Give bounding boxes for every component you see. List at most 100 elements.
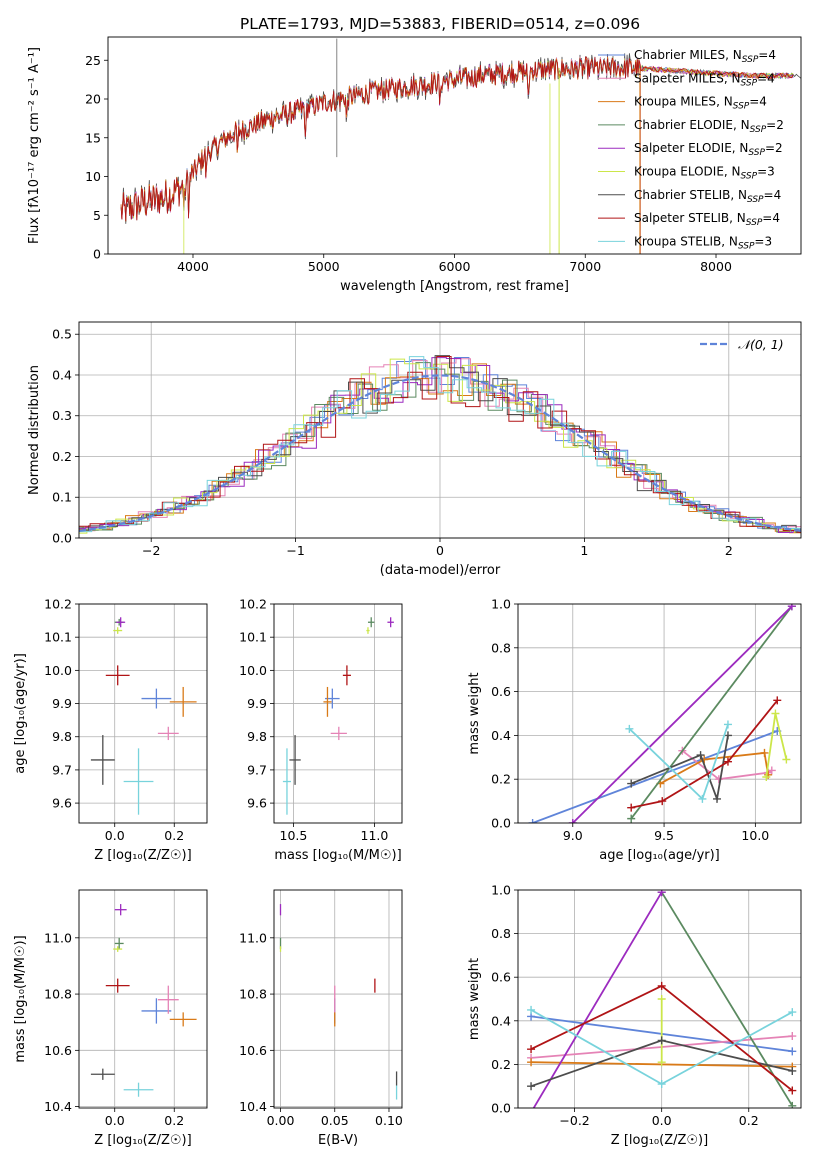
- legend-sub: SSP: [747, 195, 764, 205]
- panel-weight-vs-z: −0.2 0.0 0.2 0.0 0.2 0.4 0.6 0.8 1.0 Z [log₁₀(Z/Z…: [467, 883, 802, 1148]
- x-tick-label: 5000: [308, 259, 340, 274]
- weight-marker: [568, 819, 577, 823]
- y-tick-label: 9.6: [52, 796, 72, 811]
- y-tick-label: 0: [93, 247, 101, 262]
- plot-area-weight-vs-z: [527, 890, 797, 1116]
- y-tick-label: 9.8: [247, 729, 267, 744]
- legend-label: Salpeter MILES, NSSP=4: [634, 71, 775, 88]
- y-tick-label: 10.4: [239, 1099, 267, 1114]
- x-tick-label: −1: [286, 543, 304, 558]
- weight-marker: [788, 1032, 797, 1041]
- panel-age-vs-z: 0.0 0.2 9.6 9.7 9.8 9.9 10.0 10.1 10.2 Z [log₁₀(Z…: [13, 597, 208, 863]
- weight-marker: [696, 751, 705, 760]
- plot-area-weight-vs-age: [528, 604, 796, 823]
- x-tick-label: −2: [142, 543, 160, 558]
- weight-marker: [527, 1005, 536, 1014]
- legend-n: 2: [776, 118, 784, 132]
- x-tick-label: 2: [725, 543, 733, 558]
- weight-line: [532, 730, 778, 823]
- histogram-step: [79, 362, 801, 533]
- legend-model: Salpeter MILES: [634, 71, 724, 85]
- legend-label: Kroupa STELIB, NSSP=3: [634, 234, 772, 251]
- legend-eq: =: [766, 118, 776, 132]
- y-tick-label: 10.1: [239, 630, 267, 645]
- y-tick-label: 0.2: [52, 449, 72, 464]
- weight-marker: [713, 794, 722, 803]
- legend-eq: =: [757, 71, 767, 85]
- legend-label: Chabrier ELODIE, NSSP=2: [634, 118, 784, 135]
- legend-n: 3: [764, 234, 772, 248]
- y-axis-label: Flux [fλ10⁻¹⁷ erg cm⁻² s⁻¹ A⁻¹]: [27, 47, 42, 244]
- x-tick-label: 0.05: [321, 1113, 349, 1128]
- plot-area-residuals: [79, 355, 801, 534]
- legend-n: 4: [772, 211, 780, 225]
- y-tick-label: 0.6: [491, 684, 511, 699]
- weight-marker: [527, 1108, 535, 1116]
- weight-line: [630, 605, 793, 820]
- x-tick-label: 0.0: [652, 1113, 672, 1128]
- y-tick-label: 9.8: [52, 729, 72, 744]
- weight-marker: [788, 1047, 797, 1056]
- plot-area-age-vs-z: [90, 617, 197, 815]
- legend-sep: , N: [730, 188, 747, 202]
- y-tick-label: 10.2: [239, 597, 267, 612]
- weight-line: [630, 735, 729, 803]
- legend-eq: =: [764, 188, 774, 202]
- axes-frame: [78, 889, 208, 1109]
- plot-area-spectrum: [120, 38, 801, 254]
- y-tick-label: 0.4: [52, 367, 72, 382]
- x-axis-label: mass [log₁₀(M/M☉)]: [274, 848, 401, 863]
- weight-line: [631, 699, 779, 809]
- y-tick-label: 0.5: [52, 327, 72, 342]
- legend-n: 4: [767, 71, 775, 85]
- histogram-step: [79, 356, 801, 533]
- weight-marker: [627, 803, 636, 812]
- y-tick-label: 10.0: [239, 663, 267, 678]
- weight-marker: [762, 773, 771, 782]
- weight-marker: [657, 981, 666, 990]
- axes-frame: [78, 603, 208, 824]
- axes-frame: [517, 889, 802, 1109]
- weight-marker: [657, 1080, 666, 1089]
- legend-eq: =: [749, 95, 759, 109]
- y-tick-label: 1.0: [491, 883, 511, 898]
- x-tick-label: 0.00: [267, 1113, 295, 1128]
- legend-model: Salpeter ELODIE: [634, 141, 732, 155]
- y-tick-label: 10.1: [44, 630, 72, 645]
- legend-model: Salpeter STELIB: [634, 211, 729, 225]
- y-tick-label: 0.0: [491, 816, 511, 831]
- panel-age-vs-mass: 10.5 11.0 9.6 9.7 9.8 9.9 10.0 10.1 10.2 mass [lo…: [239, 597, 403, 863]
- x-tick-label: 0.2: [164, 828, 184, 843]
- weight-marker: [771, 709, 780, 718]
- legend-eq: =: [754, 234, 764, 248]
- weight-marker: [528, 819, 537, 823]
- y-tick-label: 0.2: [491, 772, 511, 787]
- weight-marker: [788, 1101, 797, 1108]
- y-tick-label: 15: [85, 130, 101, 145]
- legend-n: 4: [774, 188, 782, 202]
- legend-label: Kroupa MILES, NSSP=4: [634, 95, 767, 112]
- x-tick-label: 1: [580, 543, 588, 558]
- y-tick-label: 1.0: [491, 597, 511, 612]
- y-tick-label: 10.4: [44, 1099, 72, 1114]
- y-tick-label: 10: [85, 169, 101, 184]
- legend-sep: , N: [725, 48, 742, 62]
- legend-sep: , N: [721, 234, 738, 248]
- x-axis-label: (data-model)/error: [380, 563, 501, 578]
- weight-marker: [788, 1008, 797, 1017]
- x-tick-label: 10.0: [741, 828, 769, 843]
- y-tick-label: 10.6: [44, 1043, 72, 1058]
- y-tick-label: 9.6: [247, 796, 267, 811]
- legend-sub: SSP: [750, 125, 767, 135]
- axes-frame: [517, 603, 802, 824]
- weight-marker: [788, 1066, 797, 1075]
- y-tick-label: 0.0: [491, 1101, 511, 1116]
- weight-marker: [627, 814, 636, 823]
- weight-marker: [723, 731, 732, 740]
- x-tick-label: 4000: [177, 259, 209, 274]
- y-axis-label: mass [log₁₀(M/M☉)]: [13, 935, 28, 1062]
- x-axis-label: E(B-V): [318, 1133, 358, 1148]
- weight-line: [660, 891, 794, 1107]
- legend-sub: SSP: [741, 172, 758, 182]
- figure-title: PLATE=1793, MJD=53883, FIBERID=0514, z=0…: [240, 15, 640, 33]
